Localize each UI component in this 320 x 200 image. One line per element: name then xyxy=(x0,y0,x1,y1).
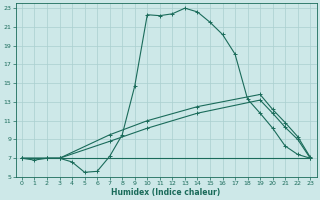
X-axis label: Humidex (Indice chaleur): Humidex (Indice chaleur) xyxy=(111,188,221,197)
